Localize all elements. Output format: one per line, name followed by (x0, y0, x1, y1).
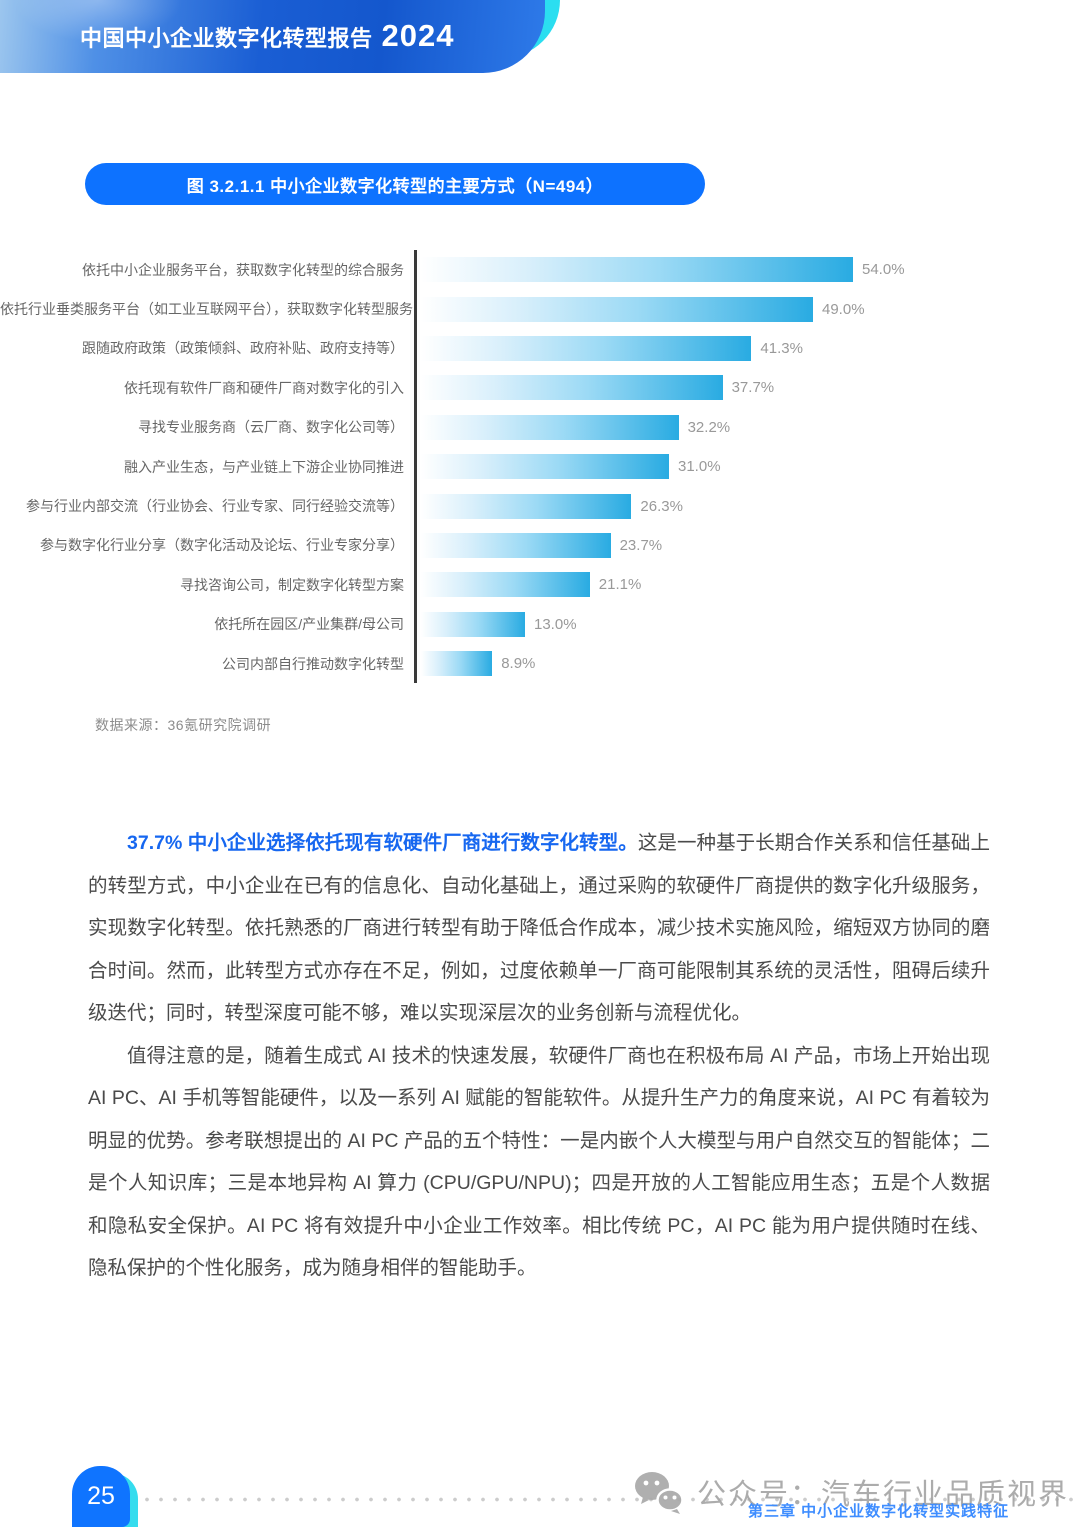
chart-bar (421, 414, 679, 440)
chart-value-label: 54.0% (862, 261, 905, 279)
chart-row: 跟随政府政策（政策倾斜、政府补贴、政府支持等） 41.3% (0, 328, 1080, 369)
footer-dotted-line (145, 1497, 1080, 1502)
chart-bar-zone: 54.0% (414, 250, 1080, 290)
chart-category-label: 依托中小企业服务平台，获取数字化转型的综合服务 (82, 261, 404, 278)
chart-bar (421, 257, 853, 283)
chart-value-label: 49.0% (822, 300, 865, 318)
paragraph-2: 值得注意的是，随着生成式 AI 技术的快速发展，软硬件厂商也在积极布局 AI 产… (88, 1044, 990, 1280)
chart-category-label: 跟随政府政策（政策倾斜、政府补贴、政府支持等） (82, 340, 404, 357)
chart-bar-zone: 26.3% (414, 486, 1080, 526)
chart-bar (421, 454, 669, 480)
report-title: 中国中小企业数字化转型报告 (80, 25, 373, 51)
chart-bar-zone: 41.3% (414, 328, 1080, 369)
chart-value-label: 13.0% (534, 615, 577, 633)
chart-category-label: 依托所在园区/产业集群/母公司 (214, 616, 404, 633)
chart-bar (421, 611, 525, 637)
chart-bar-zone: 13.0% (414, 604, 1080, 644)
chart-category-label: 依托行业垂类服务平台（如工业互联网平台），获取数字化转型服务 (0, 301, 413, 318)
chart-bar-zone: 32.2% (414, 407, 1080, 447)
header-banner: 中国中小企业数字化转型报告 2024 (0, 0, 575, 80)
chart-row: 依托所在园区/产业集群/母公司 13.0% (0, 604, 1080, 644)
chart-bar-zone: 49.0% (414, 289, 1080, 329)
chart-bar-zone: 23.7% (414, 525, 1080, 566)
chart-row: 依托中小企业服务平台，获取数字化转型的综合服务 54.0% (0, 250, 1080, 290)
chart-bar-zone: 37.7% (414, 368, 1080, 408)
chart-category-label: 依托现有软件厂商和硬件厂商对数字化的引入 (124, 379, 404, 396)
chart-category-label: 参与数字化行业分享（数字化活动及论坛、行业专家分享） (40, 537, 404, 554)
watermark-text: 公众号：汽车行业品质视界 (697, 1479, 1070, 1511)
chart-bar (421, 532, 611, 558)
page-number-badge: 25 (72, 1466, 130, 1527)
chart-value-label: 26.3% (640, 497, 683, 515)
figure-title-pill: 图 3.2.1.1 中小企业数字化转型的主要方式（N=494） (85, 163, 705, 205)
banner-sheen (0, 0, 545, 73)
report-title-group: 中国中小企业数字化转型报告 2024 (80, 0, 454, 73)
watermark: 公众号：汽车行业品质视界 (633, 1470, 1069, 1514)
chart-row: 寻找专业服务商（云厂商、数字化公司等） 32.2% (0, 407, 1080, 447)
chart-bar (421, 335, 752, 361)
chart-rows: 依托中小企业服务平台，获取数字化转型的综合服务 54.0% 依托行业垂类服务平台（如… (0, 250, 1080, 684)
chart-category-label: 寻找专业服务商（云厂商、数字化公司等） (138, 419, 404, 436)
chart-bar-zone: 8.9% (414, 643, 1080, 684)
bar-chart: 依托中小企业服务平台，获取数字化转型的综合服务 54.0% 依托行业垂类服务平台（如… (0, 250, 1080, 684)
paragraph-1-lead: 37.7% 中小企业选择依托现有软硬件厂商进行数字化转型。 (127, 832, 638, 854)
chart-category-label: 公司内部自行推动数字化转型 (222, 655, 404, 672)
chart-value-label: 32.2% (687, 418, 731, 436)
banner-background (0, 0, 545, 73)
chart-bar (421, 572, 590, 598)
chapter-footer: 第三章 中小企业数字化转型实践特征 (748, 1503, 1010, 1520)
chart-bar (421, 296, 813, 322)
chart-bar (421, 375, 723, 401)
body-text: 37.7% 中小企业选择依托现有软硬件厂商进行数字化转型。这是一种基于长期合作关… (88, 822, 990, 1290)
chart-value-label: 21.1% (598, 576, 642, 594)
figure-title: 图 3.2.1.1 中小企业数字化转型的主要方式（N=494） (186, 176, 604, 196)
chart-category-label: 参与行业内部交流（行业协会、行业专家、同行经验交流等） (26, 498, 404, 515)
chart-bar (421, 651, 493, 677)
chart-row: 融入产业生态，与产业链上下游企业协同推进 31.0% (0, 446, 1080, 487)
chart-category-label: 寻找咨询公司，制定数字化转型方案 (180, 576, 404, 593)
data-source-note: 数据来源：36氪研究院调研 (95, 717, 272, 733)
chart-value-label: 41.3% (760, 339, 803, 357)
chart-value-label: 37.7% (731, 379, 775, 397)
chart-value-label: 23.7% (619, 536, 663, 554)
chart-row: 寻找咨询公司，制定数字化转型方案 21.1% (0, 565, 1080, 605)
paragraph-1-rest: 这是一种基于长期合作关系和信任基础上的转型方式，中小企业在已有的信息化、自动化基… (88, 832, 990, 1024)
chart-category-label: 融入产业生态，与产业链上下游企业协同推进 (124, 458, 404, 475)
chart-row: 参与行业内部交流（行业协会、行业专家、同行经验交流等） 26.3% (0, 486, 1080, 526)
paragraph-1: 37.7% 中小企业选择依托现有软硬件厂商进行数字化转型。这是一种基于长期合作关… (88, 822, 990, 1035)
chart-value-label: 31.0% (678, 458, 721, 476)
chart-bar-zone: 21.1% (414, 565, 1080, 605)
chart-bar-zone: 31.0% (414, 446, 1080, 487)
chart-row: 依托行业垂类服务平台（如工业互联网平台），获取数字化转型服务 49.0% (0, 289, 1080, 329)
chart-value-label: 8.9% (501, 655, 536, 673)
chart-row: 依托现有软件厂商和硬件厂商对数字化的引入 37.7% (0, 368, 1080, 408)
chart-row: 公司内部自行推动数字化转型 8.9% (0, 643, 1080, 684)
chart-row: 参与数字化行业分享（数字化活动及论坛、行业专家分享） 23.7% (0, 525, 1080, 566)
chart-bar (421, 493, 632, 519)
report-year: 2024 (381, 17, 455, 53)
wechat-icon (633, 1470, 685, 1514)
page-number: 25 (87, 1482, 115, 1510)
